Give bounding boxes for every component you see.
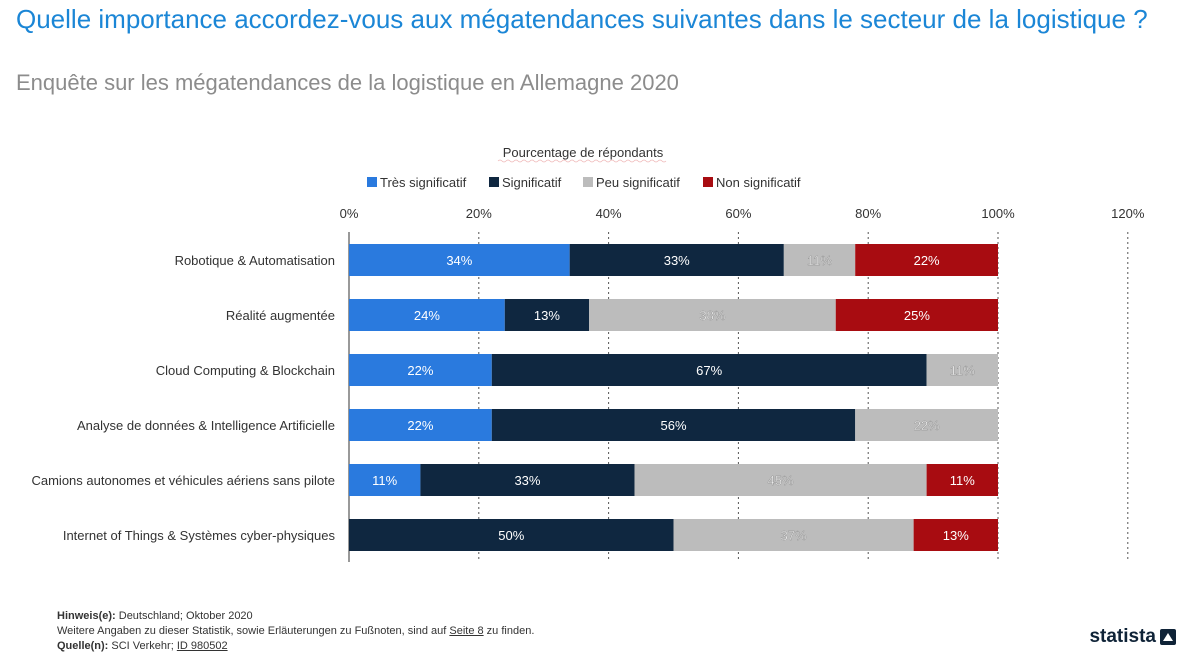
source-id-link[interactable]: ID 980502 — [176, 640, 228, 652]
bar-label-0-3: 22% — [914, 253, 940, 268]
legend-swatch-0 — [367, 177, 377, 187]
x-tick-label-3: 60% — [725, 206, 751, 221]
x-axis-label: Pourcentage de répondants — [503, 145, 664, 160]
bar-label-1-3: 25% — [904, 308, 930, 323]
legend-label-2: Peu significatif — [596, 175, 680, 190]
footer-note: Hinweis(e): Deutschland; Oktober 2020 — [57, 609, 534, 624]
statista-logo[interactable]: statista — [1089, 626, 1176, 648]
footer: Hinweis(e): Deutschland; Oktober 2020 We… — [57, 609, 534, 654]
bar-label-5-1: 50% — [498, 528, 524, 543]
bar-label-4-2: 45% — [768, 473, 794, 488]
x-tick-label-6: 120% — [1111, 206, 1145, 221]
bar-label-5-2: 37% — [781, 528, 807, 543]
footer-more: Weitere Angaben zu dieser Statistik, sow… — [57, 624, 534, 639]
category-label-0: Robotique & Automatisation — [175, 253, 335, 268]
page-link[interactable]: Seite 8 — [449, 625, 484, 637]
bar-0-3 — [855, 244, 998, 276]
legend-label-3: Non significatif — [716, 175, 801, 190]
legend-swatch-2 — [583, 177, 593, 187]
note-text: Deutschland; Oktober 2020 — [118, 610, 253, 622]
category-label-5: Internet of Things & Systèmes cyber-phys… — [63, 528, 336, 543]
bar-label-0-2: 11% — [807, 253, 832, 268]
bar-3-1 — [491, 409, 856, 441]
footer-source: Quelle(n): SCI Verkehr; ID 980502 — [57, 639, 534, 654]
bar-0-1 — [569, 244, 784, 276]
source-text: SCI Verkehr; — [111, 640, 174, 652]
bar-0-0 — [349, 244, 570, 276]
chart-title: Quelle importance accordez-vous aux méga… — [16, 4, 1148, 34]
note-label: Hinweis(e): — [57, 610, 116, 622]
category-label-3: Analyse de données & Intelligence Artifi… — [77, 418, 335, 433]
bar-label-2-1: 67% — [696, 363, 722, 378]
brand-text: statista — [1089, 626, 1156, 647]
bar-2-1 — [491, 354, 927, 386]
bar-4-3 — [926, 464, 998, 496]
source-label: Quelle(n): — [57, 640, 109, 652]
bar-0-2 — [783, 244, 856, 276]
bar-label-3-0: 22% — [407, 418, 433, 433]
bar-label-0-1: 33% — [664, 253, 690, 268]
bar-1-1 — [504, 299, 590, 331]
statista-logo-icon — [1160, 629, 1176, 645]
bar-label-4-0: 11% — [372, 473, 397, 488]
bar-1-2 — [589, 299, 836, 331]
x-tick-label-5: 100% — [981, 206, 1015, 221]
bar-1-3 — [835, 299, 998, 331]
bar-label-4-3: 11% — [950, 473, 975, 488]
category-label-2: Cloud Computing & Blockchain — [156, 363, 335, 378]
bar-label-4-1: 33% — [514, 473, 540, 488]
bar-label-0-0: 34% — [446, 253, 472, 268]
x-tick-label-2: 40% — [596, 206, 622, 221]
legend-swatch-1 — [489, 177, 499, 187]
bar-4-1 — [420, 464, 635, 496]
bar-label-5-3: 13% — [943, 528, 969, 543]
bar-label-2-0: 22% — [407, 363, 433, 378]
bar-5-1 — [349, 519, 674, 551]
bar-3-2 — [855, 409, 998, 441]
bar-label-3-1: 56% — [660, 418, 686, 433]
x-tick-label-1: 20% — [466, 206, 492, 221]
bar-label-3-2: 22% — [914, 418, 940, 433]
more-text: Weitere Angaben zu dieser Statistik, sow… — [57, 625, 447, 637]
category-label-4: Camions autonomes et véhicules aériens s… — [31, 473, 335, 488]
bar-2-0 — [349, 354, 492, 386]
bar-label-2-2: 11% — [950, 363, 975, 378]
x-tick-label-0: 0% — [340, 206, 359, 221]
bar-4-0 — [349, 464, 421, 496]
bar-label-1-1: 13% — [534, 308, 560, 323]
bar-2-2 — [926, 354, 998, 386]
bar-1-0 — [349, 299, 505, 331]
category-label-1: Réalité augmentée — [226, 308, 335, 323]
legend-swatch-3 — [703, 177, 713, 187]
bar-3-0 — [349, 409, 492, 441]
bar-5-2 — [673, 519, 914, 551]
chart-subtitle: Enquête sur les mégatendances de la logi… — [16, 70, 679, 95]
bar-label-1-0: 24% — [414, 308, 440, 323]
x-axis-label-underline — [497, 159, 667, 163]
legend-label-1: Significatif — [502, 175, 562, 190]
bar-5-3 — [913, 519, 998, 551]
more-tail: zu finden. — [486, 625, 535, 637]
x-tick-label-4: 80% — [855, 206, 881, 221]
legend-label-0: Très significatif — [380, 175, 467, 190]
stacked-bar-chart: Pourcentage de répondants Très significat… — [31, 145, 1145, 562]
bar-4-2 — [634, 464, 927, 496]
bar-label-1-2: 38% — [699, 308, 725, 323]
